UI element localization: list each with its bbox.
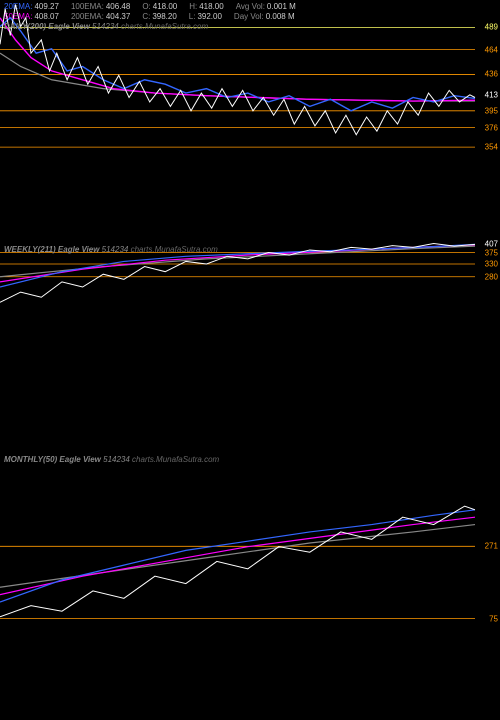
y-axis-label: 354	[485, 143, 498, 152]
chart-panel-monthly: MONTHLY(50) Eagle View 514234 charts.Mun…	[0, 425, 500, 720]
chart-panel-weekly: WEEKLY(211) Eagle View 514234 charts.Mun…	[0, 195, 500, 425]
y-axis-label: 489	[485, 23, 498, 32]
y-axis-label: 376	[485, 123, 498, 132]
y-axis-label: 330	[485, 260, 498, 269]
chart-svg	[0, 425, 500, 720]
chart-svg	[0, 195, 500, 425]
title-part: charts.MunafaSutra.com	[132, 455, 219, 464]
y-axis-label: 436	[485, 70, 498, 79]
panel-title: WEEKLY(211) Eagle View 514234 charts.Mun…	[4, 245, 218, 254]
title-part: 514234	[101, 455, 132, 464]
y-axis-label: 375	[485, 248, 498, 257]
series-line	[0, 517, 475, 594]
series-line	[0, 510, 475, 602]
y-axis-label: 75	[489, 614, 498, 623]
title-part: charts.MunafaSutra.com	[131, 245, 218, 254]
y-axis-label: 395	[485, 106, 498, 115]
y-axis-label: 464	[485, 45, 498, 54]
title-part: 514234	[90, 22, 121, 31]
y-axis-label: 280	[485, 272, 498, 281]
title-part: 514234	[99, 245, 130, 254]
panel-title: MONTHLY(50) Eagle View 514234 charts.Mun…	[4, 455, 219, 464]
panel-title: DAILY(200) Eagle View 514234 charts.Muna…	[4, 22, 208, 31]
series-line	[0, 506, 475, 617]
y-axis-label: 271	[485, 542, 498, 551]
chart-panel-daily: DAILY(200) Eagle View 514234 charts.Muna…	[0, 0, 500, 195]
y-axis-label: 413	[485, 90, 498, 99]
title-part: DAILY(200) Eagle View	[4, 22, 90, 31]
title-part: WEEKLY(211) Eagle View	[4, 245, 99, 254]
title-part: MONTHLY(50) Eagle View	[4, 455, 101, 464]
title-part: charts.MunafaSutra.com	[121, 22, 208, 31]
